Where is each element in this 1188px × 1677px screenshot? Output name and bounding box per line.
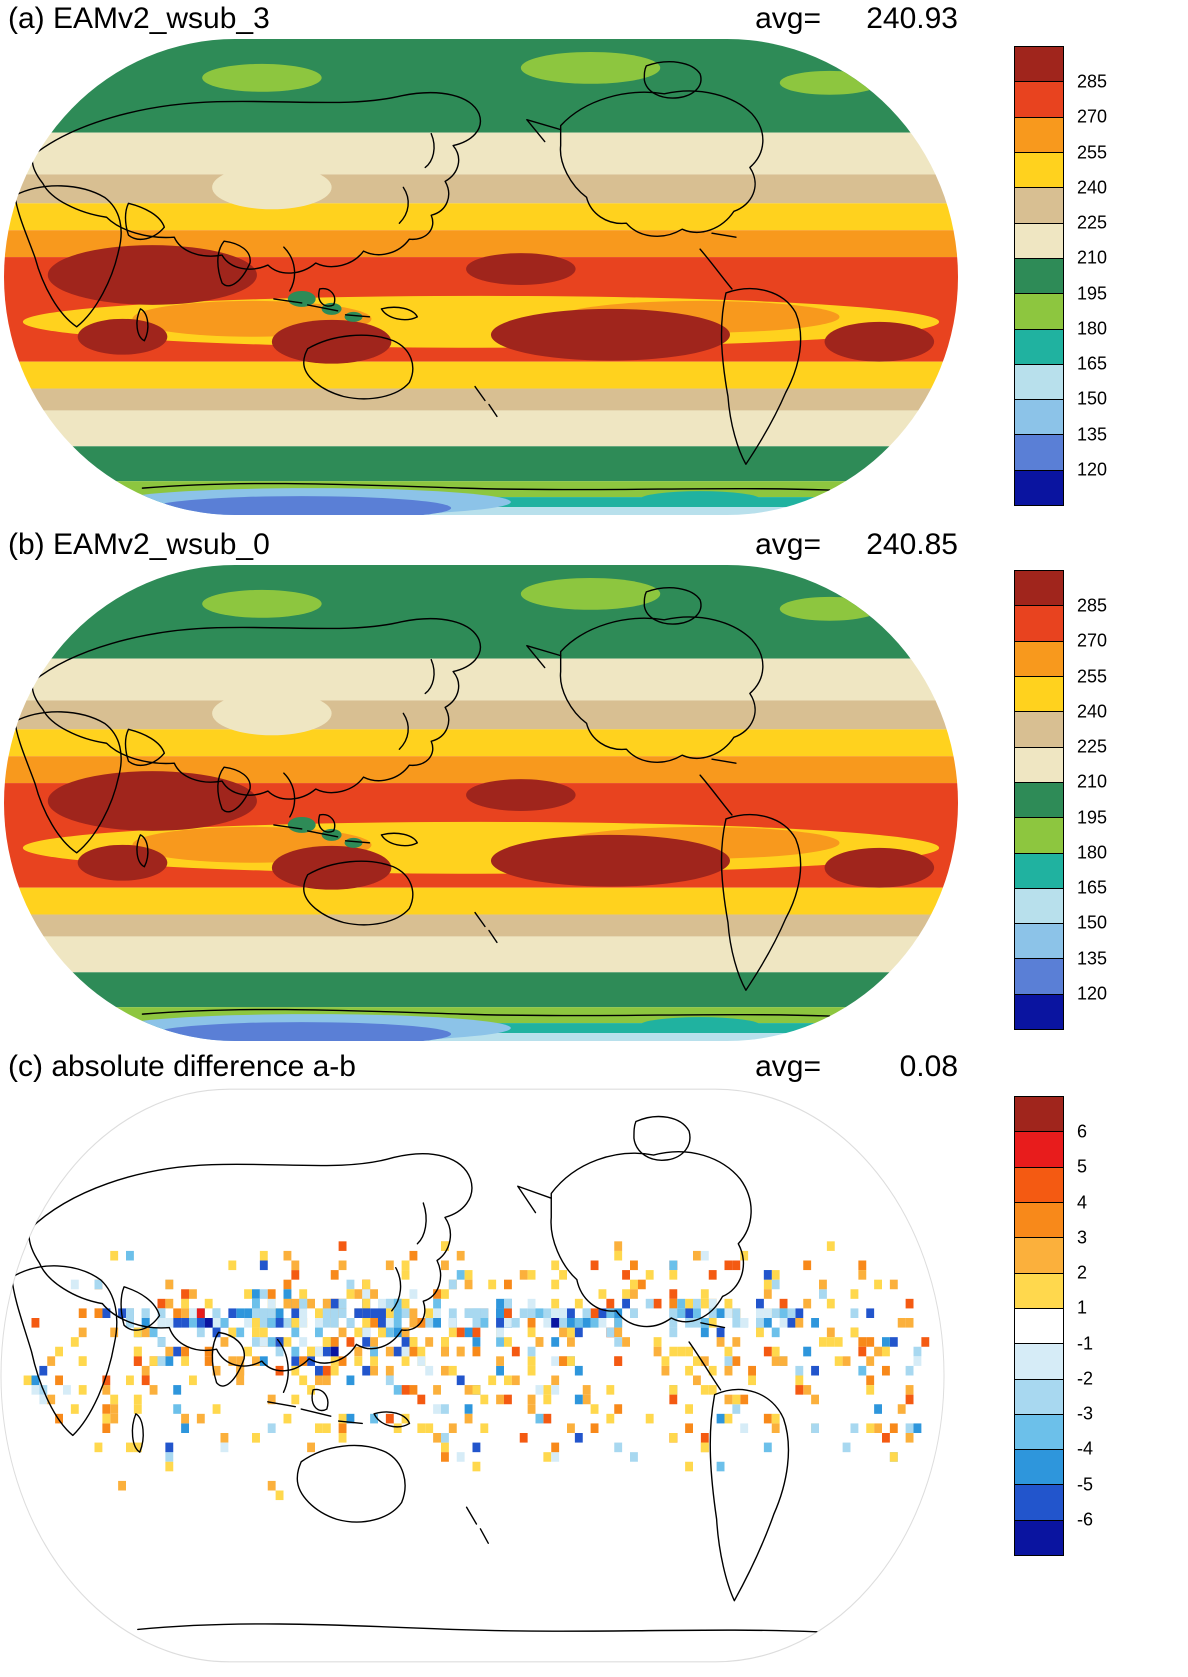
colorbar-box [1015,958,1063,994]
panel-c-avg-label: avg= [755,1050,821,1083]
colorbar-tick-label: 5 [1077,1156,1088,1177]
panel-a-avg-value: 240.93 [866,2,958,35]
colorbar-b: 285 270 255 240 225 210 195 180 165 150 135 120 [1014,570,1107,1030]
panel-a-avg-label: avg= [755,2,821,35]
panel-c: (c) absolute difference a-b avg= 0.08 6 5… [0,1048,1188,1677]
panel-c-header: (c) absolute difference a-b avg= 0.08 [8,1050,958,1084]
colorbar-box [1015,923,1063,959]
panel-a-avg: avg= 240.93 [755,2,958,36]
colorbar-tick-label: 2 [1077,1262,1088,1283]
colorbar-box [1015,151,1063,188]
colorbar-box [1015,187,1063,223]
colorbar-tick-label: 120 [1077,459,1108,480]
colorbar-tick-label: 135 [1077,424,1108,445]
panel-c-avg: avg= 0.08 [755,1050,958,1084]
panel-b-avg-value: 240.85 [866,528,958,561]
colorbar-box [1015,1131,1063,1167]
colorbar-tick-label: 1 [1077,1297,1088,1318]
colorbar-tick-label: 255 [1077,142,1108,163]
colorbar-tick-label: 4 [1077,1192,1088,1213]
colorbar-box [1015,675,1063,712]
colorbar-tick-label: -2 [1077,1368,1094,1389]
colorbar-tick-label: 270 [1077,630,1108,651]
colorbar-a: 285 270 255 240 225 210 195 180 165 150 135 120 [1014,46,1107,506]
colorbar-box [1015,571,1063,606]
colorbar-box [1015,47,1063,82]
colorbar-box [1015,781,1063,818]
panel-b-avg: avg= 240.85 [755,528,958,562]
colorbar-tick-label: -6 [1077,1509,1094,1530]
map-c-difference [0,1088,945,1663]
colorbar-tick-label: 180 [1077,318,1108,339]
panel-b-header: (b) EAMv2_wsub_0 avg= 240.85 [8,528,958,562]
colorbar-tick-label: -3 [1077,1403,1094,1424]
colorbar-box [1015,993,1063,1030]
colorbar-box [1015,1272,1063,1308]
panel-c-avg-value: 0.08 [899,1050,958,1083]
colorbar-box [1015,605,1063,641]
colorbar-tick-label: 225 [1077,736,1108,757]
colorbar-box [1015,363,1063,400]
map-a [0,38,962,516]
colorbar-tick-label: 195 [1077,283,1108,304]
colorbar-tick-label: 225 [1077,212,1108,233]
panel-a-title: (a) EAMv2_wsub_3 [8,2,270,35]
colorbar-tick-label: 6 [1077,1121,1088,1142]
colorbar-tick-label: 135 [1077,948,1108,969]
colorbar-box [1015,746,1063,782]
panel-b-title: (b) EAMv2_wsub_0 [8,528,270,561]
colorbar-box [1015,1201,1063,1238]
colorbar-tick-label: 150 [1077,912,1108,933]
colorbar-box [1015,1166,1063,1202]
panel-b-avg-label: avg= [755,528,821,561]
panel-a-header: (a) EAMv2_wsub_3 avg= 240.93 [8,2,958,36]
panel-a: (a) EAMv2_wsub_3 avg= 240.93 [0,0,1188,526]
colorbar-tick-label: -5 [1077,1474,1094,1495]
colorbar-c: 6 5 4 3 2 1 -1 -2 -3 -4 -5 -6 [1014,1096,1093,1556]
colorbar-tick-label: 120 [1077,983,1108,1004]
colorbar-box [1015,257,1063,294]
colorbar-tick-label: 240 [1077,701,1108,722]
colorbar-tick-label: 3 [1077,1227,1088,1248]
map-b [0,564,962,1042]
colorbar-tick-label: 150 [1077,388,1108,409]
panel-b: (b) EAMv2_wsub_0 avg= 240.85 285 270 255 24… [0,526,1188,1048]
colorbar-box [1015,222,1063,258]
colorbar-box [1015,328,1063,364]
colorbar-box [1015,434,1063,470]
colorbar-tick-label: 285 [1077,595,1108,616]
colorbar-box [1015,1449,1063,1485]
colorbar-tick-label: 285 [1077,71,1108,92]
colorbar-tick-label: 210 [1077,771,1108,792]
colorbar-box [1015,1413,1063,1450]
colorbar-box [1015,399,1063,435]
colorbar-tick-label: 195 [1077,807,1108,828]
colorbar-box [1015,1378,1063,1414]
colorbar-box [1015,469,1063,506]
colorbar-box [1015,1307,1063,1344]
colorbar-box [1015,293,1063,329]
colorbar-box [1015,711,1063,747]
colorbar-box [1015,1343,1063,1379]
panel-c-title: (c) absolute difference a-b [8,1050,356,1083]
colorbar-box [1015,116,1063,152]
colorbar-tick-label: -4 [1077,1438,1094,1459]
colorbar-box [1015,887,1063,924]
colorbar-box [1015,1237,1063,1273]
colorbar-tick-label: 165 [1077,877,1108,898]
colorbar-tick-label: 255 [1077,666,1108,687]
colorbar-tick-label: 180 [1077,842,1108,863]
colorbar-box [1015,640,1063,676]
colorbar-tick-label: 240 [1077,177,1108,198]
colorbar-box [1015,852,1063,888]
colorbar-box [1015,81,1063,117]
colorbar-tick-label: 165 [1077,353,1108,374]
colorbar-tick-label: -1 [1077,1333,1094,1354]
colorbar-box [1015,1484,1063,1520]
colorbar-tick-label: 210 [1077,247,1108,268]
colorbar-box [1015,817,1063,853]
colorbar-tick-label: 270 [1077,106,1108,127]
colorbar-box [1015,1519,1063,1556]
colorbar-box [1015,1097,1063,1132]
